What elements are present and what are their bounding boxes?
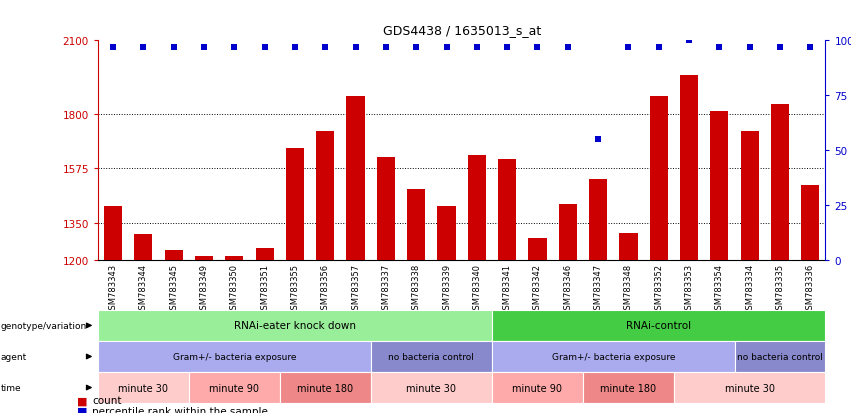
Text: percentile rank within the sample: percentile rank within the sample [92, 406, 268, 413]
Bar [558, 204, 577, 260]
Bar [377, 158, 395, 260]
Bar [317, 131, 334, 260]
Bar [195, 256, 213, 260]
Bar [104, 206, 123, 260]
Text: ■: ■ [77, 406, 87, 413]
Bar [528, 238, 546, 260]
Text: RNAi-eater knock down: RNAi-eater knock down [234, 320, 356, 331]
Title: GDS4438 / 1635013_s_at: GDS4438 / 1635013_s_at [383, 24, 540, 37]
Text: count: count [92, 395, 122, 405]
Text: Gram+/- bacteria exposure: Gram+/- bacteria exposure [173, 352, 296, 361]
Text: minute 30: minute 30 [725, 382, 774, 393]
Text: minute 30: minute 30 [406, 382, 456, 393]
Text: ■: ■ [77, 395, 87, 405]
Text: Gram+/- bacteria exposure: Gram+/- bacteria exposure [551, 352, 675, 361]
Text: minute 180: minute 180 [600, 382, 656, 393]
Bar [226, 256, 243, 260]
Text: no bacteria control: no bacteria control [737, 352, 823, 361]
Text: no bacteria control: no bacteria control [388, 352, 474, 361]
Bar [468, 156, 486, 260]
Bar [589, 180, 608, 260]
Bar [620, 233, 637, 260]
Bar [437, 206, 455, 260]
Bar [711, 112, 728, 260]
Text: minute 90: minute 90 [209, 382, 260, 393]
Text: genotype/variation: genotype/variation [1, 321, 87, 330]
Text: minute 30: minute 30 [118, 382, 168, 393]
Bar [134, 235, 152, 260]
Bar [771, 104, 789, 260]
Text: time: time [1, 383, 21, 392]
Bar [164, 250, 183, 260]
Text: RNAi-control: RNAi-control [626, 320, 691, 331]
Bar [407, 190, 426, 260]
Bar [498, 159, 517, 260]
Text: minute 90: minute 90 [512, 382, 563, 393]
Bar [802, 186, 820, 260]
Bar [346, 97, 365, 260]
Text: minute 180: minute 180 [297, 382, 353, 393]
Bar [680, 75, 698, 260]
Bar [255, 248, 274, 260]
Text: agent: agent [1, 352, 27, 361]
Bar [286, 148, 304, 260]
Bar [740, 131, 759, 260]
Bar [649, 97, 668, 260]
